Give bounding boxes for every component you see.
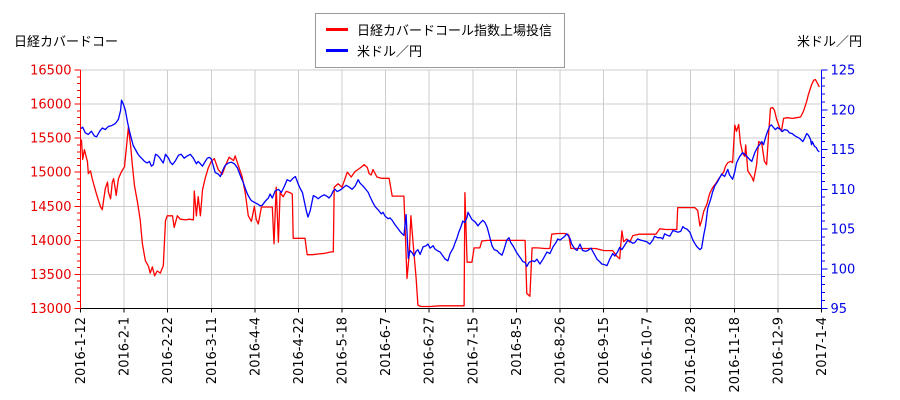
left-tick-label: 14500: [30, 200, 71, 215]
x-tick-label: 2016-8-5: [510, 317, 525, 376]
legend: 日経カバードコール指数上場投信 米ドル／円: [314, 13, 566, 68]
right-tick-label: 125: [831, 64, 856, 79]
x-tick-label: 2016-3-11: [205, 317, 220, 384]
x-tick-label: 2016-9-15: [597, 317, 612, 384]
blue-line-swatch-icon: [325, 49, 348, 52]
left-tick-label: 15000: [30, 166, 71, 181]
right-tick-label: 110: [831, 183, 856, 198]
left-tick-label: 16500: [30, 64, 71, 79]
x-tick-label: 2016-6-7: [379, 317, 394, 376]
left-tick-label: 16000: [30, 98, 71, 113]
right-tick-label: 115: [831, 143, 856, 158]
left-tick-label: 15500: [30, 132, 71, 147]
right-axis-title: 米ドル／円: [796, 35, 862, 50]
x-tick-label: 2016-7-15: [466, 317, 481, 384]
x-tick-label: 2017-1-4: [815, 317, 830, 376]
x-tick-label: 2016-11-18: [728, 317, 743, 393]
red-line-swatch-icon: [325, 28, 348, 31]
series-line: [80, 99, 820, 268]
x-tick-label: 2016-2-1: [118, 317, 133, 376]
x-tick-label: 2016-12-9: [771, 317, 786, 384]
left-tick-label: 13500: [30, 268, 71, 283]
x-tick-label: 2016-4-4: [248, 317, 263, 376]
legend-item-usd-jpy: 米ドル／円: [325, 40, 552, 61]
right-tick-label: 100: [831, 262, 856, 277]
x-tick-label: 2016-2-22: [161, 317, 176, 384]
x-tick-label: 2016-1-12: [74, 317, 89, 384]
right-tick-label: 95: [831, 302, 848, 317]
legend-label: 日経カバードコール指数上場投信: [356, 24, 553, 39]
x-tick-label: 2016-4-22: [292, 317, 307, 384]
right-tick-label: 105: [831, 223, 856, 238]
x-tick-label: 2016-6-27: [423, 317, 438, 384]
left-tick-label: 14000: [30, 234, 71, 249]
x-tick-label: 2016-8-26: [553, 317, 568, 384]
x-tick-label: 2016-10-28: [684, 317, 699, 393]
legend-label: 米ドル／円: [356, 45, 423, 60]
series-line: [80, 78, 820, 308]
x-tick-label: 2016-5-18: [336, 317, 351, 384]
left-tick-label: 13000: [30, 302, 71, 317]
legend-item-nikkei-covered-call-etf: 日経カバードコール指数上場投信: [325, 19, 553, 40]
x-tick-label: 2016-10-7: [641, 317, 656, 384]
right-tick-label: 120: [831, 103, 856, 118]
left-axis-title: 日経カバードコー: [14, 35, 119, 50]
